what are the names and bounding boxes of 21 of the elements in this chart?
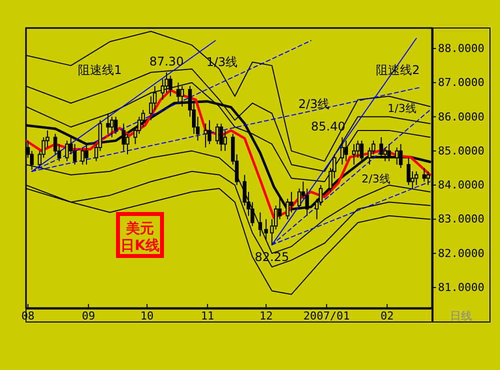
x-tick-label: 12 bbox=[259, 310, 273, 322]
y-tick-label: 81.0000 bbox=[438, 281, 484, 294]
x-tick-label: 2007/01 bbox=[303, 310, 350, 322]
y-tick-label: 86.0000 bbox=[438, 110, 484, 124]
y-tick-label: 88.0000 bbox=[438, 42, 484, 55]
x-tick-label: 02 bbox=[380, 310, 394, 322]
x-tick-label: 10 bbox=[140, 310, 154, 322]
annotation: 美元日K线 bbox=[120, 220, 160, 254]
text: 日线 bbox=[450, 310, 472, 322]
annotation: 2/3线 bbox=[298, 97, 330, 111]
y-tick-label: 87.0000 bbox=[438, 76, 484, 90]
y-tick-label: 85.0000 bbox=[438, 144, 484, 158]
x-tick-label: 11 bbox=[200, 310, 214, 322]
annotation: 阻速线1 bbox=[78, 63, 122, 77]
x-tick-label: 09 bbox=[82, 310, 96, 322]
annotation: 1/3线 bbox=[388, 102, 416, 115]
y-tick-label: 82.0000 bbox=[438, 246, 484, 260]
y-tick-label: 84.0000 bbox=[438, 178, 484, 192]
y-tick-label: 83.0000 bbox=[438, 212, 484, 226]
annotation: 87.30 bbox=[149, 54, 184, 68]
annotation: 2/3线 bbox=[362, 172, 390, 186]
